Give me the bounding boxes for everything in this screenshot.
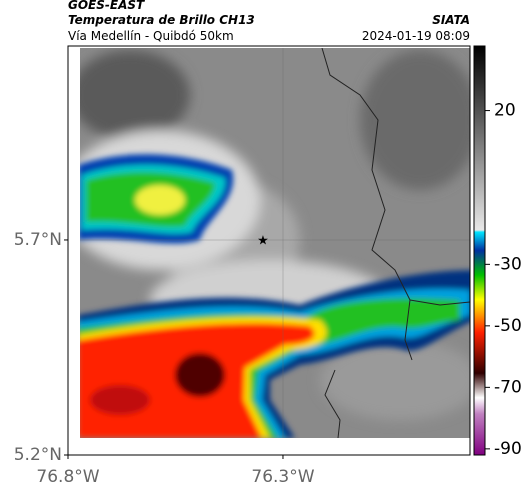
subtitle: Vía Medellín - Quibdó 50km: [68, 29, 234, 43]
colorbar-tick-label: -70: [494, 377, 522, 397]
source: GOES-EAST: [68, 0, 145, 12]
colorbar-tick-label: -90: [494, 439, 522, 459]
colorbar-tick-label: -30: [494, 254, 522, 274]
map-frame: [67, 45, 471, 456]
colorbar: [473, 45, 486, 456]
y-tick-label: 5.2°N: [14, 445, 62, 465]
x-tick-label: 76.8°W: [36, 467, 99, 487]
y-tick-label: 5.7°N: [14, 230, 62, 250]
brand: SIATA: [432, 13, 470, 27]
colorbar-tick-label: 20: [494, 101, 516, 121]
colorbar-tick-label: -50: [494, 316, 522, 336]
x-tick-label: 76.3°W: [251, 467, 314, 487]
city-marker: ★: [257, 234, 269, 249]
satellite-image: ★: [80, 48, 470, 438]
title: Temperatura de Brillo CH13: [68, 13, 255, 27]
datetime: 2024-01-19 08:09: [362, 29, 470, 43]
